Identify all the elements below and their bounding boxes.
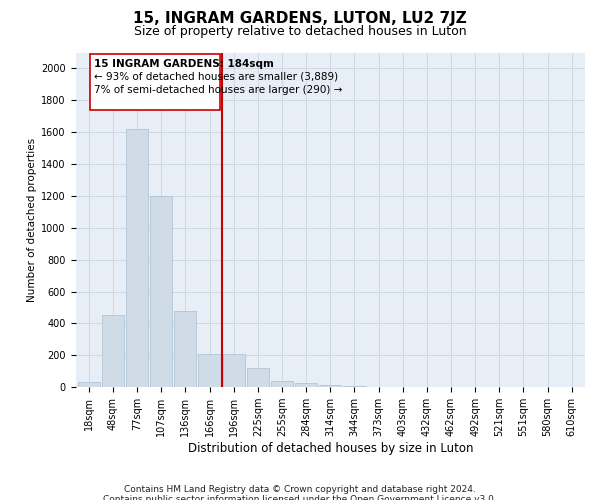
Bar xyxy=(271,381,293,387)
Text: 7% of semi-detached houses are larger (290) →: 7% of semi-detached houses are larger (2… xyxy=(94,85,343,95)
Bar xyxy=(295,383,317,387)
Text: 15 INGRAM GARDENS: 184sqm: 15 INGRAM GARDENS: 184sqm xyxy=(94,59,274,69)
Bar xyxy=(199,354,221,387)
Text: Size of property relative to detached houses in Luton: Size of property relative to detached ho… xyxy=(134,25,466,38)
Bar xyxy=(319,385,341,387)
Bar xyxy=(77,382,100,387)
Bar xyxy=(247,368,269,387)
Bar xyxy=(174,310,196,387)
Text: Contains HM Land Registry data © Crown copyright and database right 2024.: Contains HM Land Registry data © Crown c… xyxy=(124,485,476,494)
Bar xyxy=(343,386,365,387)
Text: ← 93% of detached houses are smaller (3,889): ← 93% of detached houses are smaller (3,… xyxy=(94,72,338,82)
Bar xyxy=(150,196,172,387)
Bar xyxy=(102,316,124,387)
Y-axis label: Number of detached properties: Number of detached properties xyxy=(27,138,37,302)
Text: Contains public sector information licensed under the Open Government Licence v3: Contains public sector information licen… xyxy=(103,495,497,500)
Bar xyxy=(223,354,245,387)
FancyBboxPatch shape xyxy=(91,54,220,110)
Text: 15, INGRAM GARDENS, LUTON, LU2 7JZ: 15, INGRAM GARDENS, LUTON, LU2 7JZ xyxy=(133,12,467,26)
X-axis label: Distribution of detached houses by size in Luton: Distribution of detached houses by size … xyxy=(188,442,473,455)
Bar xyxy=(126,129,148,387)
